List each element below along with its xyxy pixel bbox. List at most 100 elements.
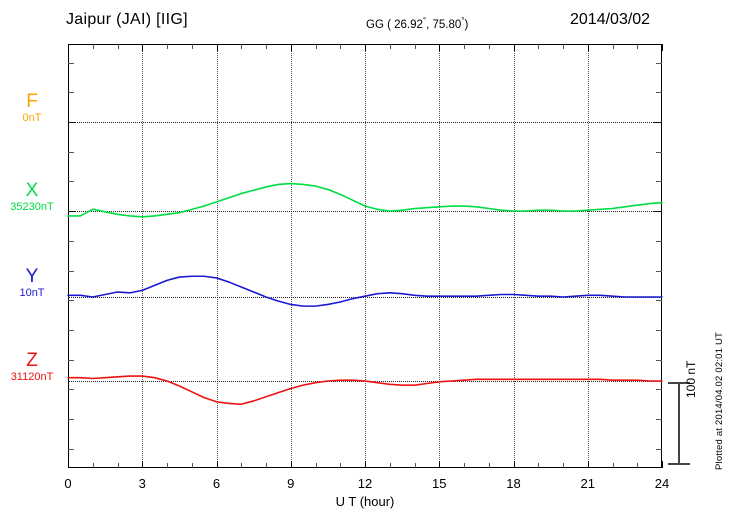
x-axis-tick xyxy=(92,44,94,49)
x-axis-tick xyxy=(290,461,292,468)
y-axis-tick xyxy=(68,62,74,64)
x-axis-tick xyxy=(68,461,69,468)
degree-symbol-lat: ° xyxy=(422,16,427,25)
x-axis-tick xyxy=(315,463,317,468)
x-tick-label: 15 xyxy=(432,476,447,491)
y-axis-tick xyxy=(656,181,662,183)
y-axis-tick xyxy=(68,448,74,450)
x-axis-tick xyxy=(389,463,391,468)
y-axis-tick xyxy=(656,389,662,391)
x-axis-tick xyxy=(464,463,465,468)
y-axis-tick xyxy=(656,448,662,450)
vertical-gridline xyxy=(587,44,589,468)
x-tick-label: 3 xyxy=(138,476,146,491)
x-axis-tick xyxy=(414,463,416,468)
x-axis-tick xyxy=(365,44,366,51)
y-axis-tick xyxy=(656,240,662,242)
x-axis-tick xyxy=(464,44,465,49)
baseline-y xyxy=(68,297,662,298)
vertical-gridline xyxy=(142,44,144,468)
geo-prefix: GG ( 26.92 xyxy=(366,18,423,31)
geographic-coordinates: GG ( 26.92°, 75.80°) xyxy=(366,16,468,31)
x-axis-tick xyxy=(365,461,366,468)
x-axis-tick xyxy=(587,44,589,51)
y-axis-tick xyxy=(68,300,74,302)
x-tick-label: 18 xyxy=(506,476,521,491)
x-axis-tick xyxy=(340,463,342,468)
component-label-x: X 35230nT xyxy=(0,181,64,213)
x-axis-tick xyxy=(340,44,342,49)
y-axis-tick xyxy=(68,329,74,331)
x-axis-tick xyxy=(439,44,441,51)
x-axis-tick xyxy=(68,44,69,51)
plot-area xyxy=(67,44,663,468)
x-tick-label: 0 xyxy=(64,476,72,491)
y-axis-tick xyxy=(68,270,74,272)
x-axis-tick xyxy=(117,463,119,468)
y-axis-tick xyxy=(68,419,74,420)
x-axis-tick xyxy=(563,463,564,468)
x-tick-label: 24 xyxy=(654,476,670,491)
x-tick-label: 12 xyxy=(357,476,373,491)
y-axis-tick xyxy=(68,92,74,94)
x-axis-tick xyxy=(538,44,540,49)
x-tick-label: 21 xyxy=(580,476,595,491)
x-axis-title: U T (hour) xyxy=(335,494,395,509)
x-axis-tick xyxy=(266,44,267,49)
vertical-gridline xyxy=(439,44,441,468)
vertical-gridline xyxy=(290,44,292,468)
x-axis-tick xyxy=(513,461,515,468)
y-axis-tick xyxy=(68,389,74,391)
y-axis-tick xyxy=(656,359,662,361)
station-title: Jaipur (JAI) [IIG] xyxy=(66,11,188,28)
x-axis-tick xyxy=(216,44,218,51)
x-axis-tick xyxy=(216,461,218,468)
scale-bar-label: 100 nT xyxy=(684,360,698,398)
y-axis-tick xyxy=(656,151,662,153)
x-axis-tick xyxy=(414,44,416,49)
geo-mid: , 75.80 xyxy=(426,18,462,31)
trace-y xyxy=(67,275,663,307)
x-axis-tick xyxy=(612,463,614,468)
x-axis-tick xyxy=(92,463,94,468)
degree-symbol-lon: ° xyxy=(461,16,465,25)
x-axis-tick xyxy=(563,44,564,49)
geo-suffix: ) xyxy=(464,18,469,31)
x-axis-tick xyxy=(315,44,317,49)
component-baseline-z: 31120nT xyxy=(10,370,54,383)
y-axis-tick xyxy=(68,151,74,153)
component-baseline-y: 10nT xyxy=(19,286,45,299)
x-axis-tick xyxy=(142,44,144,51)
component-label-f: F 0nT xyxy=(0,92,64,124)
component-letter-x: X xyxy=(25,180,39,201)
y-axis-tick xyxy=(656,62,662,64)
x-axis-tick xyxy=(488,463,490,468)
x-axis-tick xyxy=(538,463,540,468)
component-letter-z: Z xyxy=(26,350,38,371)
x-axis-tick xyxy=(587,461,589,468)
vertical-gridline xyxy=(216,44,218,468)
y-axis-tick xyxy=(68,240,74,242)
y-axis-tick xyxy=(656,329,662,331)
component-label-z: Z 31120nT xyxy=(0,351,64,383)
x-axis-tick xyxy=(142,461,144,468)
component-baseline-f: 0nT xyxy=(22,111,42,124)
y-axis-tick xyxy=(68,181,74,183)
scale-bar-cap-bottom xyxy=(668,463,690,465)
component-baseline-x: 35230nT xyxy=(10,200,54,213)
x-axis-tick xyxy=(389,44,391,49)
x-axis-tick xyxy=(637,463,639,468)
x-axis-tick xyxy=(117,44,119,49)
trace-layer xyxy=(67,182,663,406)
x-axis-tick xyxy=(662,461,663,468)
x-axis-tick xyxy=(167,44,168,49)
x-axis-tick xyxy=(241,44,243,49)
x-axis-tick xyxy=(167,463,168,468)
observation-date: 2014/03/02 xyxy=(570,11,651,28)
x-axis-tick xyxy=(191,463,193,468)
x-axis-tick xyxy=(266,463,267,468)
plotted-timestamp: Plotted at 2014/04.02 02:01 UT xyxy=(714,331,725,470)
y-axis-tick xyxy=(68,359,74,361)
y-axis-tick xyxy=(656,419,662,420)
